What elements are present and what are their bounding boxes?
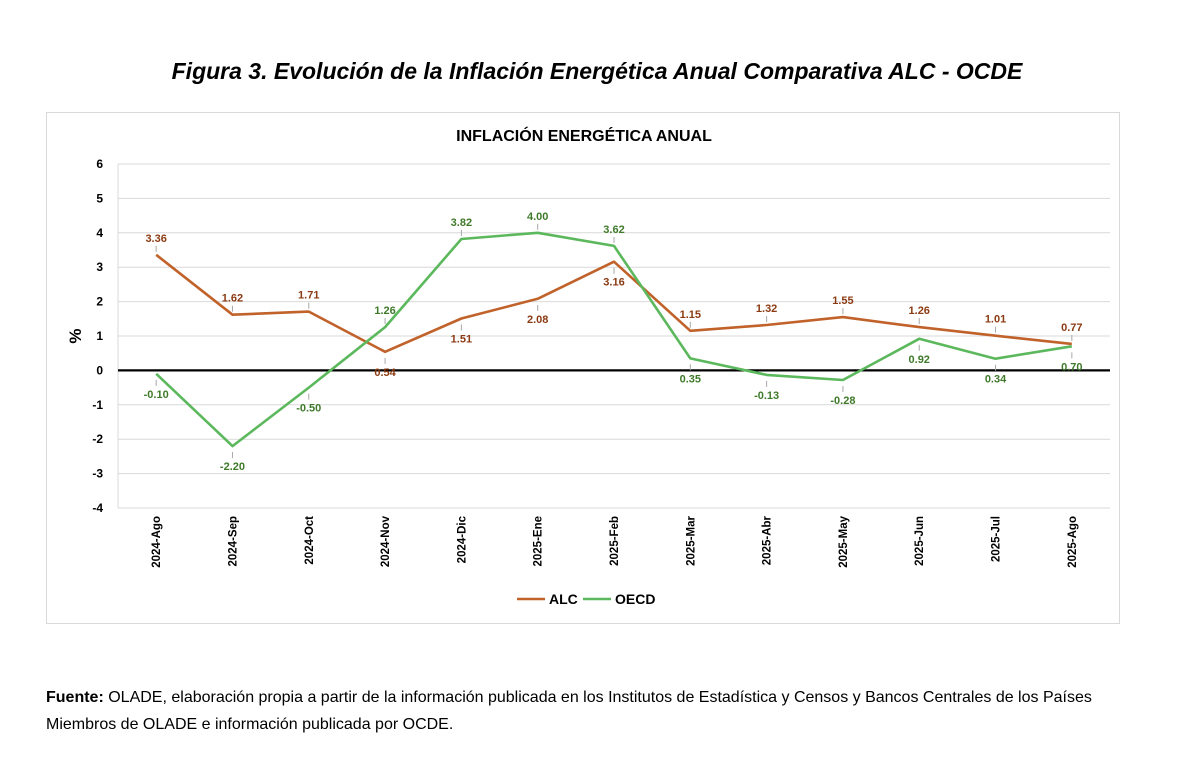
- y-axis-label: %: [66, 328, 85, 343]
- x-tick-label: 2024-Ago: [151, 516, 163, 568]
- x-tick-label: 2025-Abr: [762, 515, 774, 565]
- x-tick-label: 2025-Ene: [533, 516, 545, 567]
- y-tick-label: 6: [96, 157, 103, 171]
- data-label-alc: 3.36: [145, 233, 166, 245]
- x-tick-label: 2024-Sep: [227, 516, 239, 567]
- source-label: Fuente:: [46, 689, 104, 706]
- chart-area: INFLACIÓN ENERGÉTICA ANUAL 6 5 4 3 2 1 0 -1 -2 -3 -…: [46, 112, 1120, 624]
- data-label-oecd: -0.10: [144, 389, 169, 401]
- x-tick-label: 2025-May: [838, 515, 850, 567]
- y-tick-label: 4: [96, 226, 103, 240]
- y-tick-label: -4: [92, 501, 103, 515]
- y-tick-label: 1: [96, 329, 103, 343]
- data-label-oecd: 0.70: [1061, 361, 1082, 373]
- data-label-alc: 1.26: [909, 305, 930, 317]
- line-chart: INFLACIÓN ENERGÉTICA ANUAL 6 5 4 3 2 1 0 -1 -2 -3 -…: [66, 126, 1110, 607]
- x-tick-label: 2025-Jul: [991, 516, 1003, 562]
- data-label-oecd: -0.13: [754, 390, 779, 402]
- data-label-oecd: -2.20: [220, 461, 245, 473]
- data-label-alc: 1.15: [680, 309, 701, 321]
- data-label-alc: 1.62: [222, 293, 243, 305]
- source-text: OLADE, elaboración propia a partir de la…: [46, 689, 1092, 733]
- series-line-alc: [155, 253, 1072, 354]
- data-label-oecd: 0.34: [985, 374, 1007, 386]
- x-tick-label: 2025-Ago: [1067, 516, 1079, 568]
- data-label-oecd: 0.92: [909, 354, 930, 366]
- data-label-oecd: -0.50: [296, 403, 321, 415]
- series-line-oecd: [155, 231, 1073, 448]
- x-tick-label: 2024-Oct: [304, 516, 316, 565]
- y-tick-label: -2: [92, 432, 103, 446]
- y-tick-label: 5: [96, 191, 103, 205]
- data-label-oecd: 0.35: [680, 373, 701, 385]
- x-tick-label: 2025-Feb: [609, 516, 621, 566]
- data-label-alc: 1.51: [451, 333, 472, 345]
- data-label-alc: 1.01: [985, 314, 1006, 326]
- y-tick-label: 0: [96, 363, 103, 377]
- y-tick-label: 3: [96, 260, 103, 274]
- data-label-alc: 1.55: [832, 295, 853, 307]
- data-label-alc: 3.16: [603, 277, 624, 289]
- x-tick-label: 2025-Jun: [914, 516, 926, 566]
- data-label-alc: 0.54: [374, 367, 396, 379]
- data-label-alc: 0.77: [1061, 322, 1082, 334]
- x-tick-label: 2024-Nov: [380, 515, 392, 567]
- legend-label-alc: ALC: [549, 591, 578, 607]
- data-label-oecd: -0.28: [830, 395, 855, 407]
- data-label-oecd: 3.82: [451, 217, 472, 229]
- legend-label-oecd: OECD: [615, 591, 655, 607]
- source-note: Fuente: OLADE, elaboración propia a part…: [46, 684, 1156, 738]
- x-tick-label: 2025-Mar: [685, 515, 697, 565]
- data-label-alc: 2.08: [527, 314, 548, 326]
- y-tick-label: -3: [92, 467, 103, 481]
- data-label-alc: 1.71: [298, 290, 319, 302]
- data-label-oecd: 3.62: [603, 224, 624, 236]
- figure-title: Figura 3. Evolución de la Inflación Ener…: [171, 58, 1023, 84]
- data-label-alc: 1.32: [756, 303, 777, 315]
- x-tick-label: 2024-Dic: [456, 515, 468, 563]
- data-label-oecd: 1.26: [374, 305, 395, 317]
- data-label-oecd: 4.00: [527, 211, 548, 223]
- y-tick-label: 2: [96, 295, 103, 309]
- chart-title: INFLACIÓN ENERGÉTICA ANUAL: [456, 126, 712, 145]
- y-tick-label: -1: [92, 398, 103, 412]
